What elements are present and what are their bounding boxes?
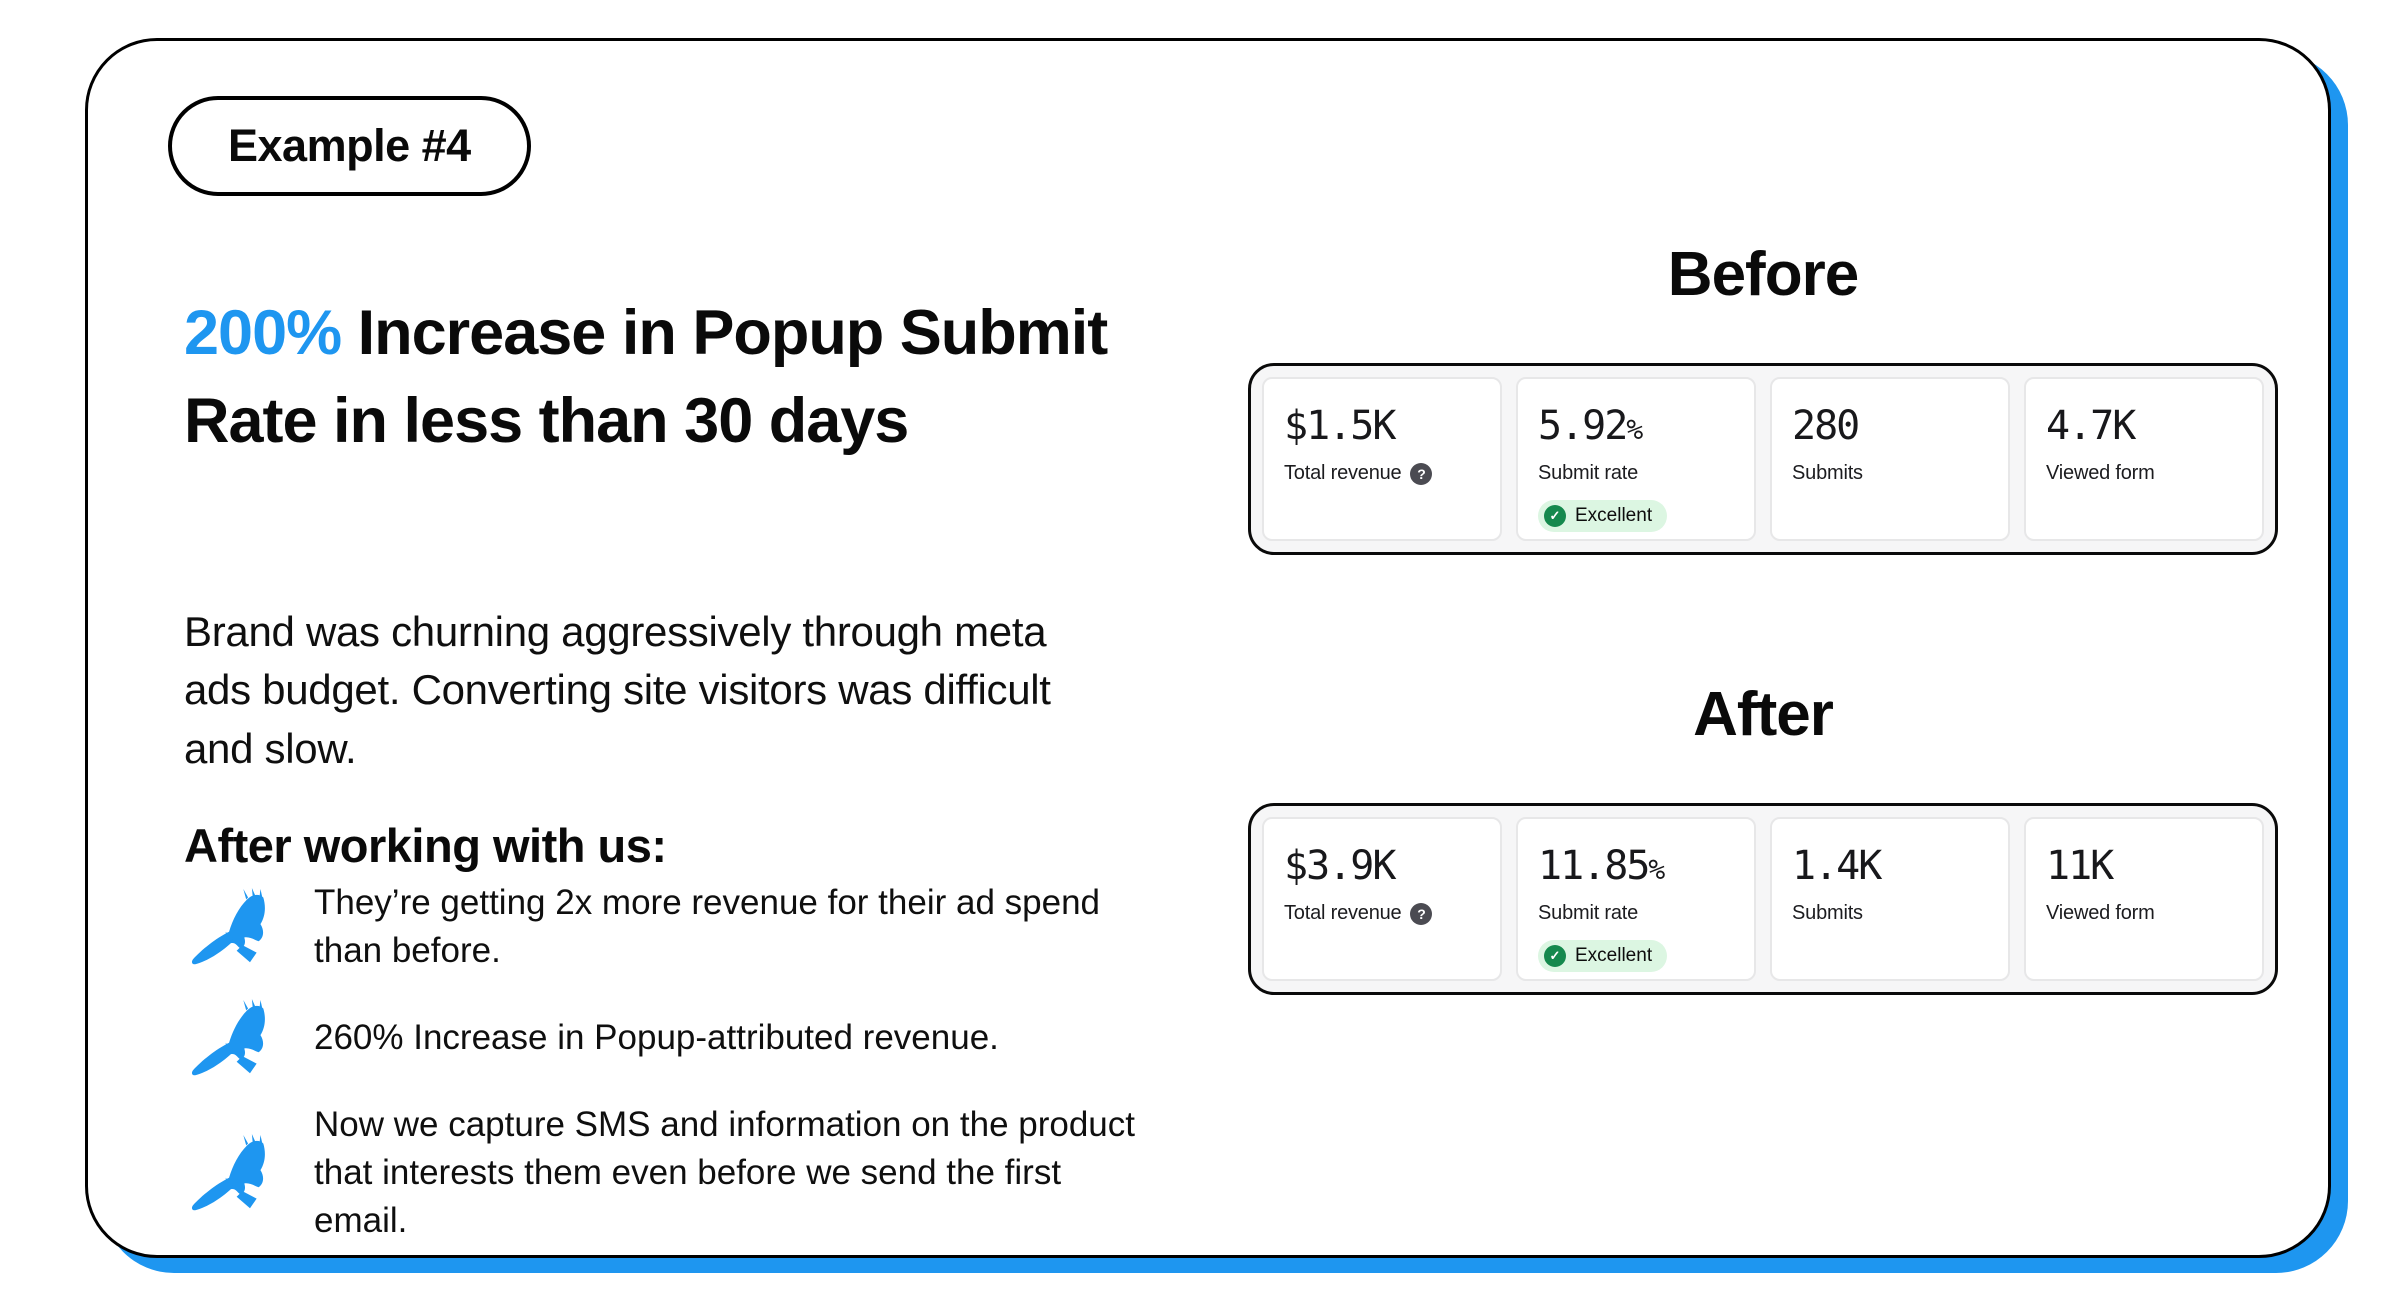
list-item: They’re getting 2x more revenue for thei… (188, 879, 1159, 975)
metric-card-submits: 1.4K Submits (1770, 817, 2010, 981)
metric-value: 1.4K (1792, 843, 1988, 889)
metric-label: Viewed form (2046, 902, 2155, 924)
metric-value-text: 1.4K (1792, 843, 1882, 889)
metric-label: Total revenue (1284, 462, 1402, 484)
bird-icon (191, 998, 265, 1076)
example-badge-label: Example #4 (228, 120, 471, 171)
help-icon[interactable]: ? (1410, 902, 1433, 925)
after-title: After (1693, 680, 1834, 749)
metric-card-total-revenue: $3.9K Total revenue ? (1262, 817, 1502, 981)
headline-highlight: 200% (184, 298, 342, 369)
description-text: Brand was churning aggressively through … (184, 608, 1051, 772)
check-icon: ✓ (1544, 945, 1566, 967)
metric-label: Submits (1792, 902, 1863, 924)
metric-value-suffix: % (1626, 413, 1644, 446)
metric-label: Viewed form (2046, 462, 2155, 484)
metric-value: 5.92% (1538, 403, 1734, 449)
help-icon[interactable]: ? (1410, 462, 1433, 485)
metric-value-text: 280 (1792, 403, 1860, 449)
bullet-text: 260% Increase in Popup-attributed revenu… (314, 1017, 999, 1057)
page-title: 200% Increase in Popup Submit Rate in le… (184, 289, 1174, 465)
metric-value: $1.5K (1284, 403, 1480, 449)
bullet-text: They’re getting 2x more revenue for thei… (314, 883, 1100, 970)
metric-label: Total revenue (1284, 902, 1402, 924)
excellent-badge-label: Excellent (1575, 505, 1653, 526)
case-study-card: Example #4 200% Increase in Popup Submit… (85, 38, 2331, 1258)
after-metrics-panel: $3.9K Total revenue ? 11.85% Submit rate… (1248, 803, 2278, 995)
metric-card-viewed-form: 11K Viewed form (2024, 817, 2264, 981)
results-list: They’re getting 2x more revenue for thei… (188, 879, 1159, 1245)
metric-value-text: 11K (2046, 843, 2114, 889)
headline-rest: Increase in Popup Submit Rate in less th… (184, 298, 1108, 457)
results-subheading: After working with us: (184, 819, 667, 872)
metric-value-text: $1.5K (1284, 403, 1396, 449)
metric-value-text: $3.9K (1284, 843, 1396, 889)
bird-icon (191, 1133, 265, 1211)
metric-card-viewed-form: 4.7K Viewed form (2024, 377, 2264, 541)
metric-label: Submit rate (1538, 462, 1639, 484)
metric-card-submits: 280 Submits (1770, 377, 2010, 541)
metric-value-text: 5.92 (1538, 403, 1628, 449)
bullet-text: Now we capture SMS and information on th… (314, 1104, 1135, 1240)
metric-value: $3.9K (1284, 843, 1480, 889)
example-badge: Example #4 (168, 96, 531, 196)
metric-card-submit-rate: 5.92% Submit rate ✓ Excellent View in be… (1516, 377, 1756, 541)
metric-value-text: 4.7K (2046, 403, 2136, 449)
excellent-badge: ✓ Excellent (1538, 500, 1668, 532)
metric-value-suffix: % (1648, 853, 1666, 886)
metric-value: 11K (2046, 843, 2242, 889)
before-metrics-panel: $1.5K Total revenue ? 5.92% Submit rate … (1248, 363, 2278, 555)
excellent-badge-label: Excellent (1575, 945, 1653, 966)
before-title: Before (1667, 240, 1859, 309)
excellent-badge: ✓ Excellent (1538, 940, 1668, 972)
list-item: Now we capture SMS and information on th… (188, 1101, 1159, 1245)
metric-card-submit-rate: 11.85% Submit rate ✓ Excellent View in b… (1516, 817, 1756, 981)
metric-value: 280 (1792, 403, 1988, 449)
check-icon: ✓ (1544, 505, 1566, 527)
bird-icon (191, 887, 265, 965)
list-item: 260% Increase in Popup-attributed revenu… (188, 998, 1159, 1077)
metric-card-total-revenue: $1.5K Total revenue ? (1262, 377, 1502, 541)
metric-value-text: 11.85 (1538, 843, 1650, 889)
metric-label: Submits (1792, 462, 1863, 484)
metric-label: Submit rate (1538, 902, 1639, 924)
metric-value: 4.7K (2046, 403, 2242, 449)
metric-value: 11.85% (1538, 843, 1734, 889)
